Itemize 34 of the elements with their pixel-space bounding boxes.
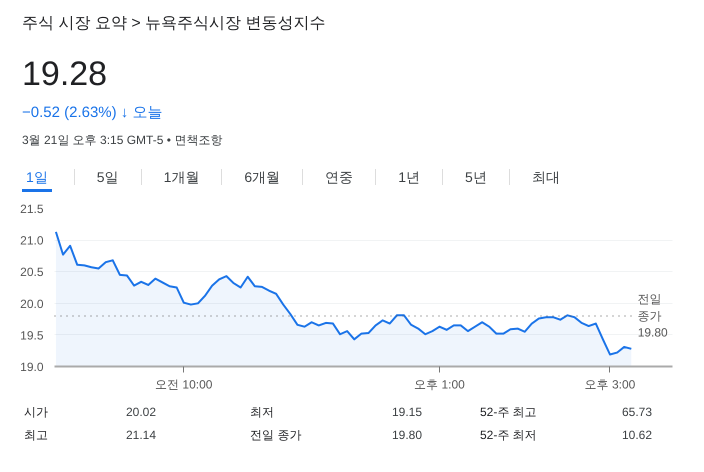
y-tick-label: 19.5 (20, 328, 44, 342)
y-tick-label: 20.5 (20, 265, 44, 280)
text: 1년 (398, 168, 420, 185)
text: 연중 (325, 168, 354, 185)
text: 전일 종가 (250, 427, 302, 444)
text: 10.62 (622, 427, 654, 444)
text: 최저 (250, 404, 275, 421)
text: 1개월 (164, 168, 200, 185)
y-tick-label: 21.5 (20, 202, 44, 216)
text: 19.80 (392, 427, 424, 444)
text: −0.52 (2.63%) ↓ 오늘 (22, 103, 164, 124)
x-tick-label: 오후 1:00 (414, 378, 466, 392)
text: 최대 (532, 168, 560, 185)
chart-subtitle: 19.28 (22, 54, 108, 95)
text: 19.15 (392, 404, 424, 421)
text: 3월 21일 오후 3:15 GMT-5 • 면책조항 (22, 132, 224, 149)
text: 20.02 (126, 404, 158, 421)
y-tick-label: 19.0 (20, 360, 44, 374)
y-tick-label: 21.0 (20, 234, 44, 248)
y-tick-label: 20.0 (20, 296, 44, 311)
ref-line-label: 전일 종가 19.80 (638, 292, 668, 340)
text: 52-주 최저 (480, 427, 538, 444)
chart-title: 주식 시장 요약 > 뉴욕주식시장 변동성지수 (22, 14, 327, 34)
text: 6개월 (244, 168, 280, 185)
text: 65.73 (622, 404, 654, 421)
text: 21.14 (126, 427, 158, 444)
text: 52-주 최고 (480, 404, 538, 421)
text: 1일 (22, 168, 52, 192)
x-tick-label: 오후 3:00 (584, 378, 636, 392)
text: 5년 (464, 168, 487, 185)
x-tick-label: 오전 10:00 (155, 378, 213, 392)
text: 최고 (24, 427, 49, 444)
text: 5일 (96, 168, 119, 185)
text: 시가 (24, 404, 49, 421)
